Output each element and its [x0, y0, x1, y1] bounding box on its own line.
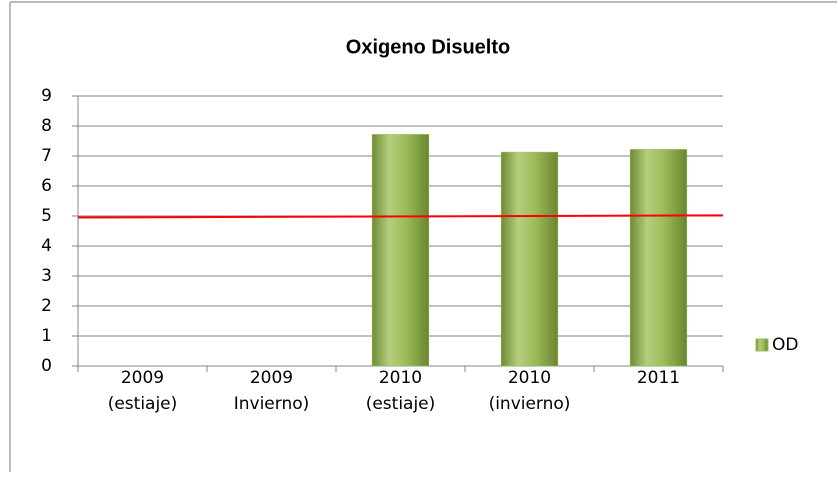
y-tick-label: 4 — [41, 236, 52, 256]
x-tick-label: 2011 — [637, 368, 680, 388]
x-tick-label-line: (invierno) — [489, 394, 571, 414]
chart-title: Oxigeno Disuelto — [346, 36, 510, 58]
x-tick-label-line: 2010 — [379, 368, 422, 388]
bar — [371, 134, 430, 367]
x-tick-label: 2009 (estiaje) — [108, 368, 178, 414]
y-tick-label: 5 — [41, 206, 52, 226]
y-tick-label: 6 — [41, 176, 52, 196]
chart-frame — [9, 1, 837, 472]
x-tick-label-line: Invierno) — [234, 394, 310, 414]
x-tick-label-line: 2010 — [508, 368, 551, 388]
x-tick-label: 2010 (estiaje) — [366, 368, 436, 414]
x-tick-label-line: 2009 — [121, 368, 164, 388]
y-tick-label: 2 — [41, 296, 52, 316]
x-tick-label: 2009 Invierno) — [234, 368, 310, 414]
reference-line — [77, 214, 724, 219]
y-tick-label: 9 — [41, 86, 52, 106]
x-tick-label-line: (estiaje) — [108, 394, 178, 414]
bar — [629, 149, 688, 367]
legend-swatch — [755, 338, 769, 352]
legend-label: OD — [772, 335, 798, 355]
bar — [500, 151, 559, 367]
y-tick-label: 1 — [41, 326, 52, 346]
x-tick-label-line: 2011 — [637, 368, 680, 388]
y-tick-label: 0 — [41, 356, 52, 376]
x-tick-label: 2010 (invierno) — [489, 368, 571, 414]
y-tick-label: 3 — [41, 266, 52, 286]
x-tick-label-line: (estiaje) — [366, 394, 436, 414]
y-tick-label: 8 — [41, 116, 52, 136]
x-tick-label-line: 2009 — [250, 368, 293, 388]
y-tick-label: 7 — [41, 146, 52, 166]
